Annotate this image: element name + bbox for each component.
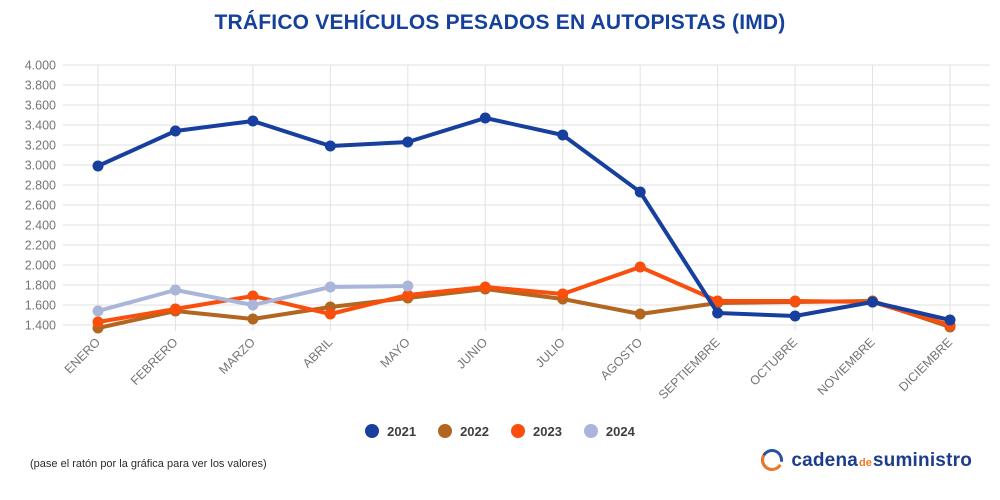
legend-item-2021: 2021 (365, 424, 416, 439)
x-tick-label: OCTUBRE (747, 335, 800, 388)
x-tick-label: MARZO (216, 335, 258, 377)
x-tick-label: JULIO (533, 335, 568, 370)
series-line-2022 (96, 287, 952, 330)
legend-label-2022: 2022 (460, 423, 489, 439)
x-tick-label: SEPTIEMBRE (656, 335, 723, 402)
chart-plot[interactable]: 4.000 3.800 3.600 3.400 3.200 3.000 2.800 2.600… (0, 40, 1000, 410)
data-point-2024[interactable] (324, 281, 336, 293)
legend-item-2024: 2024 (583, 423, 635, 439)
y-tick-label: 3.000 (25, 159, 56, 173)
legend-dot-2022 (438, 424, 453, 438)
data-point-2022[interactable] (247, 313, 259, 325)
data-point-2023[interactable] (169, 303, 181, 315)
data-point-2021[interactable] (402, 136, 414, 148)
data-point-2021[interactable] (557, 129, 569, 141)
data-point-2024[interactable] (247, 299, 259, 311)
y-tick-label: 1.400 (25, 319, 56, 333)
hover-hint-note: (pase el ratón por la gráfica para ver l… (30, 458, 267, 470)
y-tick-label: 3.400 (25, 119, 56, 133)
data-point-2023[interactable] (92, 316, 104, 328)
legend-dot-2021 (365, 424, 380, 438)
x-tick-label: NOVIEMBRE (815, 335, 878, 398)
legend-label-2023: 2023 (533, 423, 562, 439)
cadena-de-suministro-logo[interactable]: cadena de suministro (757, 444, 972, 476)
data-point-2021[interactable] (247, 115, 259, 127)
data-point-2024[interactable] (92, 305, 104, 317)
y-tick-label: 3.600 (25, 99, 56, 113)
legend-label-2024: 2024 (605, 423, 635, 439)
series-line-2021 (96, 116, 952, 322)
data-point-2023[interactable] (789, 295, 801, 307)
x-tick-label: ENERO (62, 335, 104, 377)
x-tick-label: FEBRERO (128, 335, 181, 388)
legend-item-2022: 2022 (438, 424, 489, 439)
series-line-2023 (96, 265, 952, 327)
y-tick-label: 2.600 (25, 199, 56, 213)
data-point-2023[interactable] (557, 288, 569, 300)
data-point-2021[interactable] (712, 307, 724, 319)
data-point-2023[interactable] (402, 289, 414, 301)
x-tick-label: DICIEMBRE (896, 335, 955, 394)
y-tick-label: 2.000 (25, 259, 56, 273)
legend-dot-2023 (511, 424, 525, 438)
chart-title: TRÁFICO VEHÍCULOS PESADOS EN AUTOPISTAS … (214, 11, 786, 34)
data-point-2021[interactable] (169, 125, 181, 137)
data-point-2023[interactable] (634, 261, 646, 273)
x-tick-label: JUNIO (454, 335, 491, 372)
y-tick-label: 1.800 (25, 279, 56, 293)
x-tick-label: ABRIL (300, 335, 335, 370)
data-point-2021[interactable] (92, 160, 104, 172)
y-tick-label: 4.000 (25, 59, 56, 73)
data-point-2021[interactable] (634, 186, 646, 198)
data-point-2023[interactable] (247, 290, 259, 302)
data-point-2023[interactable] (479, 281, 491, 293)
data-point-2023[interactable] (324, 308, 336, 320)
x-tick-label: AGOSTO (598, 335, 646, 383)
data-point-2024[interactable] (169, 284, 181, 296)
y-tick-label: 2.200 (25, 239, 56, 253)
logo-word-suministro: suministro (872, 449, 972, 471)
logo-text: cadena de suministro (791, 450, 972, 472)
y-tick-label: 3.800 (25, 79, 56, 93)
y-tick-label: 1.600 (25, 299, 56, 313)
data-point-2021[interactable] (479, 112, 491, 124)
logo-word-cadena: cadena (791, 449, 859, 471)
data-point-2024[interactable] (402, 280, 414, 292)
data-point-2022[interactable] (634, 308, 646, 320)
circular-arrows-icon (757, 444, 788, 476)
data-point-2021[interactable] (944, 314, 956, 326)
legend-item-2023: 2023 (511, 424, 562, 439)
x-tick-label: MAYO (378, 335, 413, 370)
legend-label-2021: 2021 (387, 423, 417, 439)
chart-legend: 2021 2022 2023 2024 (0, 417, 1000, 445)
y-tick-label: 2.800 (25, 179, 56, 193)
data-point-2021[interactable] (324, 140, 336, 152)
data-point-2021[interactable] (867, 296, 879, 308)
logo-word-de: de (859, 456, 872, 469)
data-point-2023[interactable] (712, 295, 724, 307)
y-tick-label: 2.400 (25, 219, 56, 233)
legend-dot-2024 (583, 424, 598, 438)
y-tick-label: 3.200 (25, 139, 56, 153)
data-point-2021[interactable] (789, 310, 801, 322)
